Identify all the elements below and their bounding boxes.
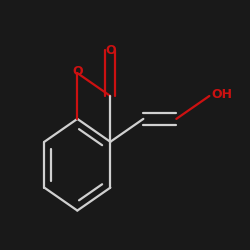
Text: OH: OH xyxy=(212,88,233,101)
Text: O: O xyxy=(105,44,116,57)
Text: O: O xyxy=(72,65,83,78)
